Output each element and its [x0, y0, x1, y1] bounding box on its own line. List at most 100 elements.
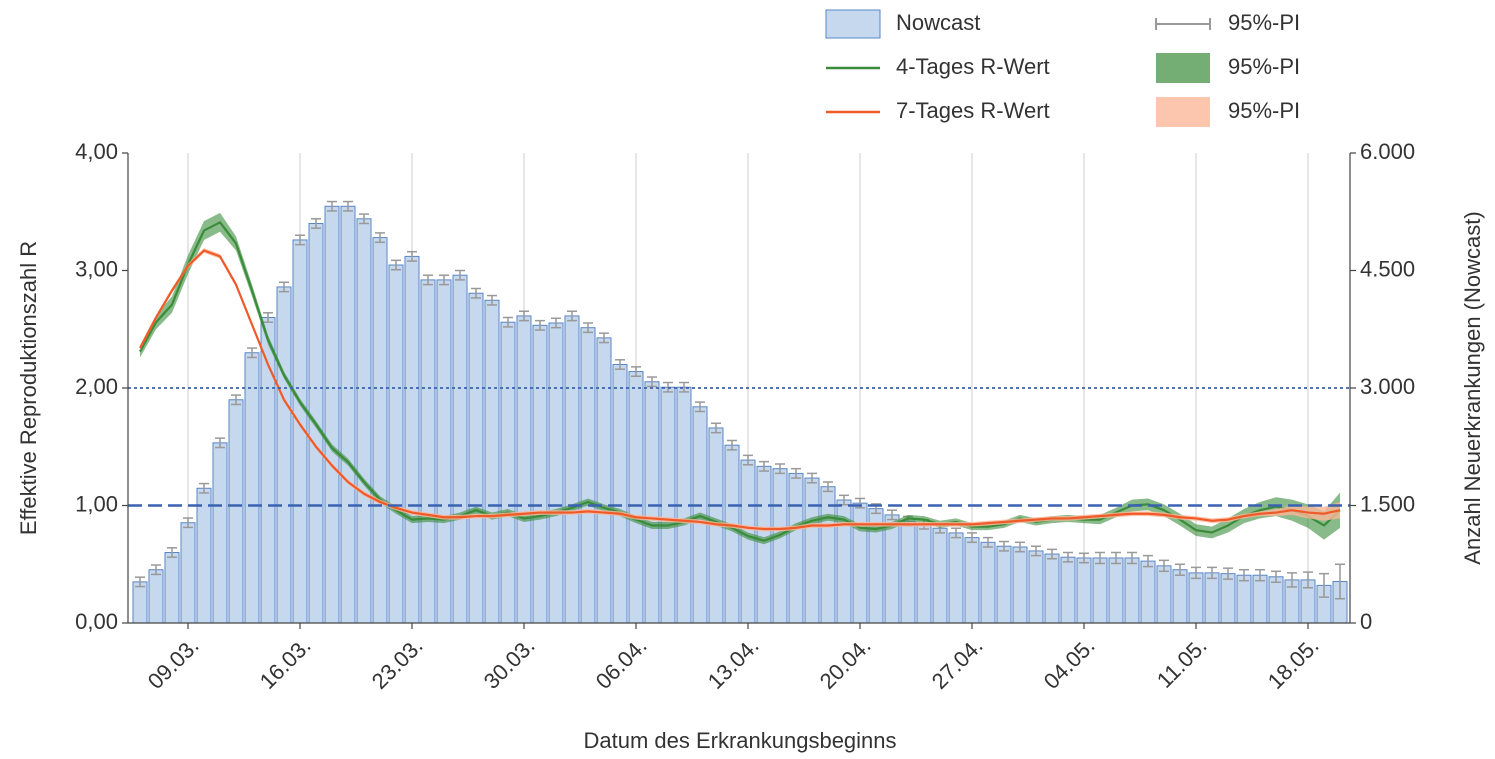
error-bar [519, 310, 529, 322]
legend-label: Nowcast [896, 10, 980, 35]
bar [1204, 572, 1220, 624]
bar [372, 237, 388, 624]
bar [1092, 557, 1108, 624]
bar [196, 487, 212, 624]
error-bar [599, 332, 609, 344]
error-bar [1063, 551, 1073, 563]
error-bar [887, 509, 897, 521]
bar [884, 514, 900, 624]
bar [1188, 572, 1204, 624]
bar [468, 292, 484, 624]
bar [820, 486, 836, 624]
bar [804, 477, 820, 624]
error-bar [1319, 572, 1329, 598]
error-bar [631, 366, 641, 377]
bar [756, 465, 772, 624]
bar [644, 381, 660, 624]
bar [484, 299, 500, 624]
y-tick-label: 2,00 [75, 374, 118, 399]
x-tick-label: 09.03. [143, 633, 204, 694]
error-bar [215, 437, 225, 449]
bar [1124, 557, 1140, 624]
error-bar [487, 294, 497, 306]
x-tick-label: 27.04. [927, 633, 988, 694]
error-bar [679, 381, 689, 393]
bar [964, 537, 980, 624]
x-tick-label: 30.03. [479, 633, 540, 694]
bar [436, 279, 452, 624]
bar [244, 352, 260, 624]
legend-swatch [825, 9, 881, 39]
error-bar [1159, 559, 1169, 573]
bar [1028, 550, 1044, 624]
error-bar [1255, 568, 1265, 582]
bar [356, 218, 372, 624]
bar [916, 523, 932, 624]
error-bar [583, 322, 593, 334]
error-bar [1175, 563, 1185, 576]
error-bar [999, 540, 1009, 552]
error-bar [967, 532, 977, 544]
error-bar [743, 454, 753, 466]
y2-tick-label: 4.500 [1360, 256, 1415, 281]
x-tick-label: 11.05. [1152, 633, 1212, 693]
error-bar [1031, 545, 1041, 557]
bar [628, 371, 644, 624]
y-tick-label: 4,00 [75, 139, 118, 164]
error-bar [279, 281, 289, 293]
bar [1236, 574, 1252, 624]
error-bar [615, 359, 625, 370]
bar [452, 274, 468, 624]
error-bar [1239, 568, 1249, 582]
y2-tick-label: 1.500 [1360, 491, 1415, 516]
error-bar [359, 213, 369, 225]
error-bar [983, 536, 993, 548]
x-tick-label: 20.04. [815, 633, 876, 694]
bar [1140, 560, 1156, 624]
bar [1012, 546, 1028, 624]
bar [596, 337, 612, 624]
x-tick-label: 16.03. [255, 633, 316, 694]
bar [1172, 569, 1188, 624]
bar [788, 472, 804, 624]
x-tick-label: 04.05. [1039, 633, 1100, 694]
error-bar [759, 460, 769, 472]
y2-tick-label: 0 [1360, 609, 1372, 634]
bar [324, 205, 340, 624]
x-tick-label: 23.03. [367, 633, 428, 694]
legend-swatch [1156, 97, 1210, 127]
bar [132, 581, 148, 624]
bar [212, 442, 228, 624]
bar [228, 399, 244, 624]
x-tick-label: 18.05. [1263, 633, 1324, 694]
error-bar [1143, 554, 1153, 568]
bar [980, 541, 996, 624]
error-bar [647, 376, 657, 388]
error-bar [551, 317, 561, 329]
error-bar [807, 472, 817, 484]
error-bar [135, 576, 145, 588]
error-bar [1223, 567, 1233, 580]
legend-label: 4-Tages R-Wert [896, 54, 1050, 79]
legend-label: 95%-PI [1228, 98, 1300, 123]
error-bar [1191, 566, 1201, 580]
error-bar [695, 401, 705, 413]
x-tick-label: 06.04. [591, 633, 652, 694]
y2-tick-label: 3.000 [1360, 374, 1415, 399]
error-bar [1095, 551, 1105, 565]
error-bar [231, 394, 241, 406]
error-bar [1047, 548, 1057, 560]
bar [932, 527, 948, 624]
x-tick-label: 13.04. [703, 633, 764, 694]
bar [1268, 576, 1284, 624]
y-tick-label: 0,00 [75, 609, 118, 634]
error-bar [1287, 572, 1297, 588]
error-bar [327, 200, 337, 212]
error-bar [295, 234, 305, 246]
bar [1076, 557, 1092, 624]
error-bar [247, 347, 257, 359]
error-bar [1335, 563, 1345, 600]
line [139, 249, 1341, 531]
bar [404, 255, 420, 624]
